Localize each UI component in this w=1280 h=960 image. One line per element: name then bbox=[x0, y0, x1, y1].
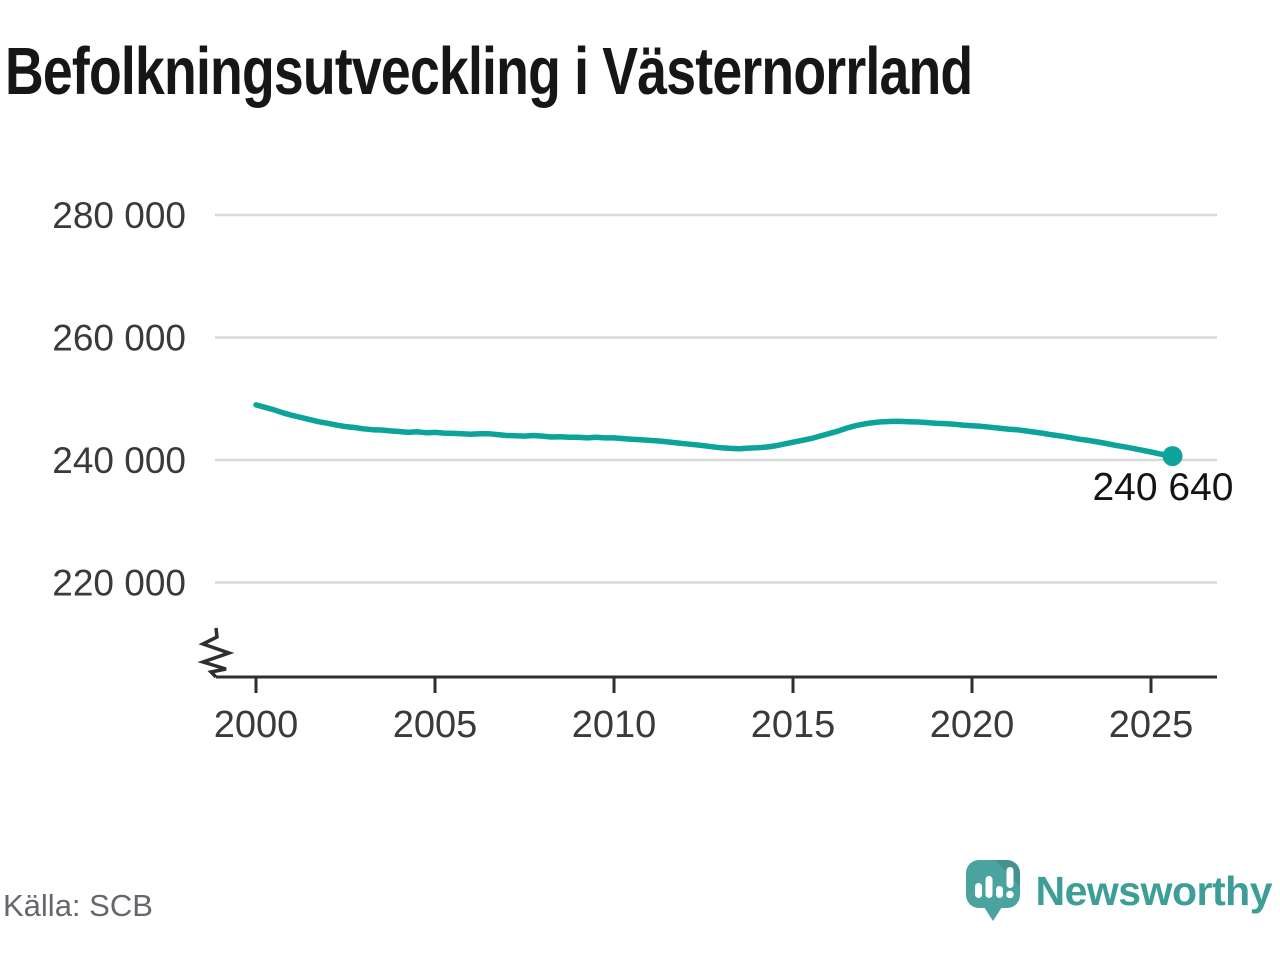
x-tick-label: 2010 bbox=[572, 704, 657, 746]
end-value-label: 240 640 bbox=[1092, 466, 1233, 509]
logo-bubble-tail bbox=[983, 907, 1002, 921]
brand-name: Newsworthy bbox=[1035, 867, 1273, 914]
y-tick-label: 240 000 bbox=[52, 440, 186, 481]
logo-bar-icon bbox=[985, 876, 992, 898]
logo-exclamation-dot bbox=[1005, 890, 1014, 899]
population-line bbox=[253, 402, 1176, 459]
y-tick-label: 220 000 bbox=[52, 563, 186, 604]
logo-exclamation-icon bbox=[1006, 867, 1013, 888]
x-tick-label: 2000 bbox=[214, 704, 299, 746]
y-tick-label: 280 000 bbox=[52, 195, 186, 236]
y-tick-label: 260 000 bbox=[52, 318, 186, 359]
end-point-marker bbox=[1162, 446, 1183, 467]
x-tick-label: 2015 bbox=[751, 704, 836, 746]
x-tick-label: 2020 bbox=[930, 704, 1015, 746]
logo-bar-icon bbox=[974, 883, 982, 898]
newsworthy-logo-icon bbox=[965, 860, 1020, 921]
logo-bar-icon bbox=[995, 886, 1003, 898]
axis-break-icon bbox=[197, 627, 235, 679]
page-title: Befolkningsutveckling i Västernorrland bbox=[5, 34, 973, 109]
x-tick-label: 2025 bbox=[1109, 704, 1194, 746]
source-note: Källa: SCB bbox=[3, 888, 153, 923]
x-tick-label: 2005 bbox=[393, 704, 478, 746]
brand-footer: Newsworthy bbox=[965, 859, 1273, 923]
